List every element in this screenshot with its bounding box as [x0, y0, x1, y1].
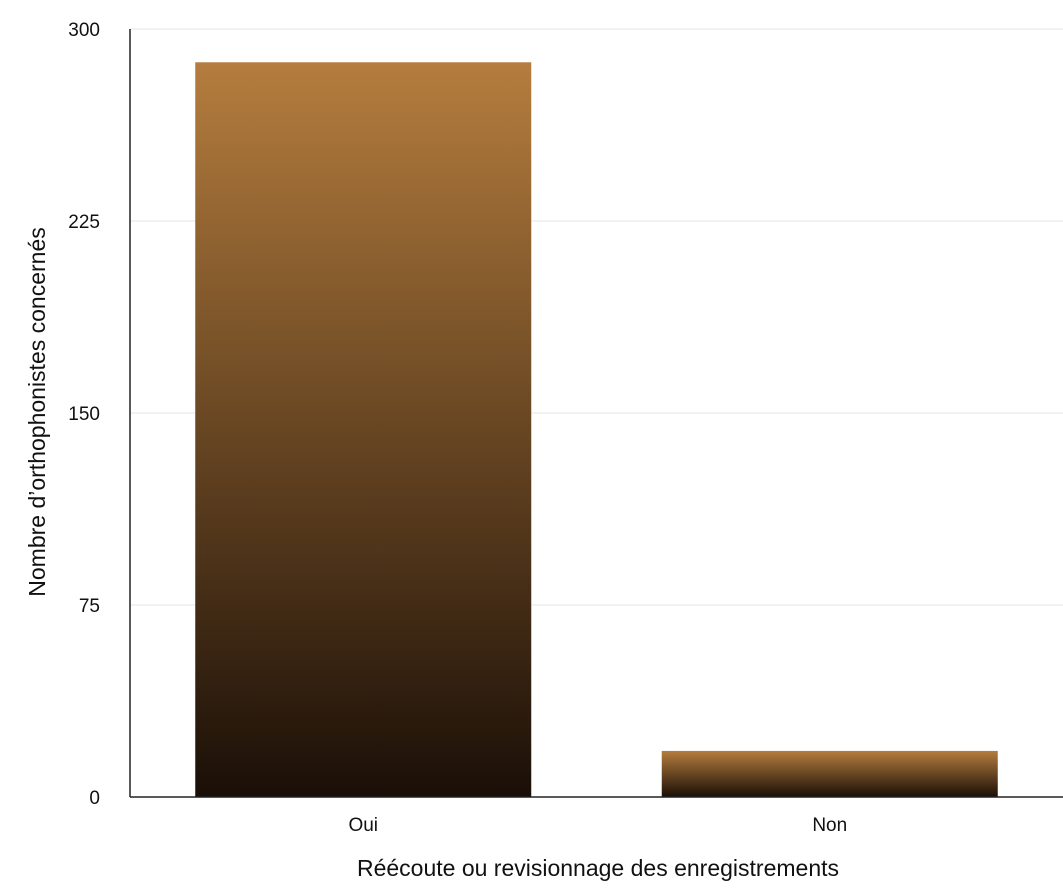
x-tick-label: Oui	[348, 815, 378, 836]
axes	[129, 29, 1063, 798]
y-tick-label: 300	[68, 20, 100, 41]
y-tick-label: 225	[68, 212, 100, 233]
y-tick-label: 75	[79, 596, 100, 617]
y-axis-title: Nombre d’orthophonistes concernés	[24, 227, 50, 596]
tick-labels: 0 75 150 225 300 Oui Non	[68, 20, 847, 836]
bars	[195, 62, 998, 797]
bar-non	[661, 750, 998, 797]
y-tick-label: 150	[68, 404, 100, 425]
x-axis-title: Réécoute ou revisionnage des enregistrem…	[357, 855, 839, 881]
x-tick-label: Non	[812, 815, 847, 836]
bar-oui	[195, 62, 532, 797]
y-tick-label: 0	[89, 788, 100, 809]
